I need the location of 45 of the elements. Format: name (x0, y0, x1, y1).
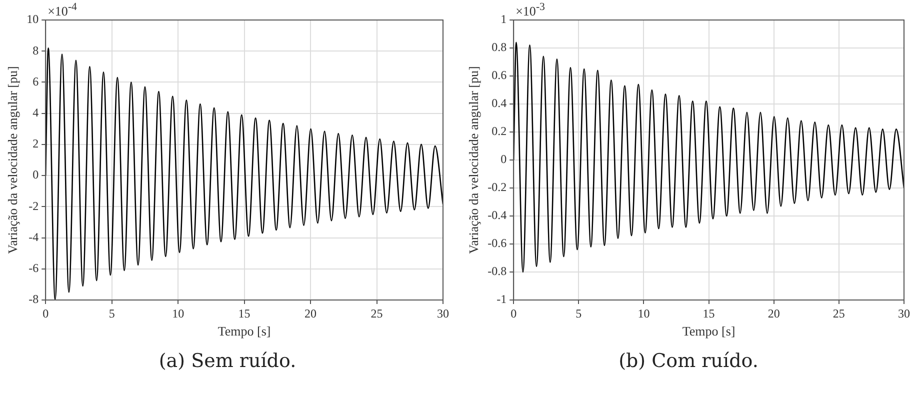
y-tick-label: 2 (32, 136, 39, 151)
x-tick-label: 20 (768, 306, 780, 320)
text: (a) Sem ruído. (158, 350, 298, 372)
y-tick-label: -0.2 (488, 180, 507, 194)
x-tick-label: 5 (576, 306, 582, 320)
x-tick-label: 30 (437, 306, 449, 320)
x-tick-label: 10 (638, 306, 650, 320)
text: (b) Com ruído. (618, 350, 760, 372)
y-tick-label: -0.4 (488, 208, 507, 222)
y-tick-label: 0.2 (492, 124, 507, 138)
y-tick-label: 0.8 (492, 40, 507, 54)
x-tick-label: 15 (238, 306, 250, 320)
line-series (46, 47, 443, 300)
y-axis-title: Variação da velocidade angular [pu] (466, 66, 482, 254)
x-tick-label: 20 (304, 306, 317, 320)
y-tick-label: 4 (32, 105, 39, 120)
y-tick-label: -2 (28, 198, 39, 213)
y-tick-label: 8 (32, 43, 39, 58)
x-tick-label: 30 (898, 306, 910, 320)
y-tick-label: 10 (26, 12, 39, 26)
y-tick-label: -4 (28, 230, 39, 244)
y-tick-label: 0.6 (492, 68, 507, 82)
line-series (514, 42, 904, 273)
y-tick-label: -1 (496, 292, 507, 306)
y-tick-label: 1 (500, 12, 507, 26)
y-tick-label: -0.8 (488, 264, 507, 278)
text: ×10$^{-3}$ (516, 1, 545, 20)
y-tick-label: 6 (32, 74, 39, 88)
x-axis-title: Tempo [s] (218, 324, 271, 339)
y-tick-label: 0 (32, 168, 39, 182)
y-tick-label: -6 (28, 261, 39, 276)
x-tick-label: 25 (370, 306, 383, 320)
x-tick-label: 0 (42, 306, 49, 320)
x-tick-label: 15 (702, 306, 715, 320)
x-tick-label: 25 (832, 306, 845, 320)
y-tick-label: -8 (28, 292, 39, 306)
y-axis-title: Variação da velocidade angular [pu] (5, 66, 20, 254)
y-tick-label: 0.4 (492, 96, 507, 110)
x-tick-label: 10 (172, 306, 184, 320)
x-tick-label: 5 (108, 306, 115, 320)
text: ×10$^{-4}$ (48, 1, 77, 20)
x-axis-title: Tempo [s] (682, 324, 736, 339)
y-tick-label: 0 (500, 152, 507, 166)
y-tick-label: -0.6 (488, 236, 507, 250)
x-tick-label: 0 (510, 306, 517, 320)
